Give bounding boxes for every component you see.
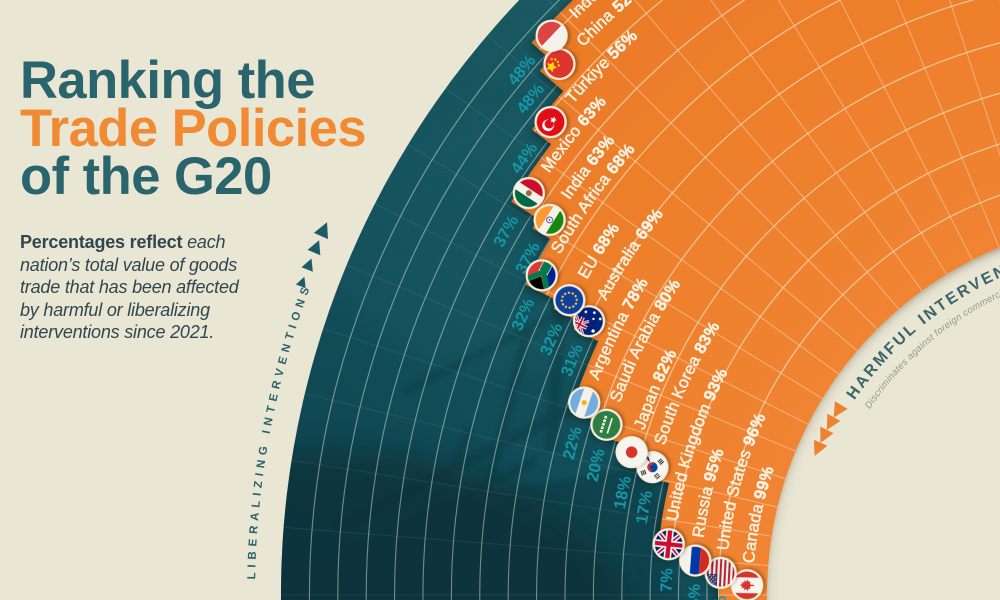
svg-text:5%: 5% [686, 583, 704, 600]
svg-text:4%: 4% [712, 595, 731, 600]
svg-text:7%: 7% [658, 567, 677, 592]
svg-text:17%: 17% [633, 489, 657, 525]
